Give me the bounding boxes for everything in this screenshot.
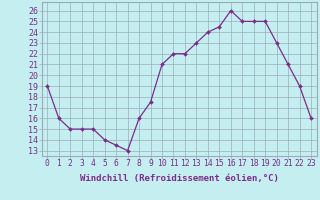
X-axis label: Windchill (Refroidissement éolien,°C): Windchill (Refroidissement éolien,°C) — [80, 174, 279, 183]
